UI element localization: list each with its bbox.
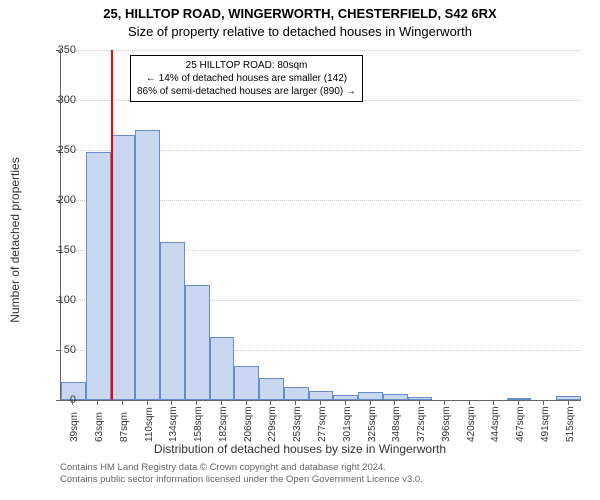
y-tick-label: 150 — [46, 244, 76, 256]
chart-subtitle: Size of property relative to detached ho… — [0, 24, 600, 39]
y-tick-label: 350 — [46, 44, 76, 56]
x-tick-label: 229sqm — [267, 406, 278, 442]
x-tick-mark — [518, 400, 519, 405]
annotation-line2: ← 14% of detached houses are smaller (14… — [137, 72, 356, 85]
footer-line1: Contains HM Land Registry data © Crown c… — [60, 462, 423, 474]
histogram-bar — [135, 130, 160, 400]
x-tick-mark — [171, 400, 172, 405]
x-tick-label: 348sqm — [391, 406, 402, 442]
x-tick-mark — [270, 400, 271, 405]
x-tick-label: 87sqm — [119, 412, 130, 442]
histogram-bar — [284, 387, 309, 400]
x-tick-mark — [469, 400, 470, 405]
histogram-bar — [185, 285, 210, 400]
footer-line2: Contains public sector information licen… — [60, 474, 423, 486]
x-tick-label: 396sqm — [441, 406, 452, 442]
histogram-bar — [234, 366, 259, 400]
x-tick-mark — [122, 400, 123, 405]
x-tick-mark — [568, 400, 569, 405]
x-tick-label: 134sqm — [168, 406, 179, 442]
histogram-bar — [309, 391, 334, 400]
x-tick-label: 467sqm — [515, 406, 526, 442]
x-tick-label: 110sqm — [144, 407, 155, 442]
x-tick-label: 372sqm — [416, 406, 427, 442]
y-tick-label: 50 — [46, 344, 76, 356]
annotation-line1: 25 HILLTOP ROAD: 80sqm — [137, 59, 356, 72]
x-tick-label: 301sqm — [342, 406, 353, 442]
x-tick-mark — [419, 400, 420, 405]
x-tick-mark — [97, 400, 98, 405]
plot-area — [60, 50, 581, 401]
histogram-bar — [160, 242, 185, 400]
x-tick-mark — [543, 400, 544, 405]
x-tick-mark — [246, 400, 247, 405]
x-tick-label: 444sqm — [490, 406, 501, 442]
y-tick-label: 200 — [46, 194, 76, 206]
x-tick-label: 420sqm — [466, 406, 477, 442]
x-tick-mark — [147, 400, 148, 405]
x-tick-mark — [221, 400, 222, 405]
x-tick-label: 182sqm — [218, 406, 229, 442]
x-tick-mark — [444, 400, 445, 405]
x-tick-label: 206sqm — [243, 406, 254, 442]
x-tick-label: 277sqm — [317, 406, 328, 442]
histogram-bar — [111, 135, 136, 400]
histogram-bar — [86, 152, 111, 400]
x-tick-label: 39sqm — [69, 412, 80, 442]
footer-attribution: Contains HM Land Registry data © Crown c… — [60, 462, 423, 487]
property-marker-line — [111, 50, 113, 400]
x-tick-label: 63sqm — [94, 412, 105, 442]
y-tick-label: 250 — [46, 144, 76, 156]
x-axis-label: Distribution of detached houses by size … — [0, 442, 600, 456]
x-tick-label: 158sqm — [193, 406, 204, 442]
histogram-bar — [358, 392, 383, 400]
annotation-box: 25 HILLTOP ROAD: 80sqm← 14% of detached … — [130, 55, 363, 102]
x-tick-mark — [72, 400, 73, 405]
x-tick-mark — [394, 400, 395, 405]
x-tick-label: 325sqm — [367, 406, 378, 442]
x-tick-mark — [196, 400, 197, 405]
grid-line — [61, 50, 581, 51]
x-tick-mark — [320, 400, 321, 405]
annotation-line3: 86% of semi-detached houses are larger (… — [137, 85, 356, 98]
y-tick-label: 100 — [46, 294, 76, 306]
y-axis-label: Number of detached properties — [8, 157, 22, 322]
x-tick-label: 515sqm — [565, 406, 576, 442]
x-tick-mark — [345, 400, 346, 405]
histogram-bar — [333, 395, 358, 400]
chart-title-address: 25, HILLTOP ROAD, WINGERWORTH, CHESTERFI… — [0, 6, 600, 21]
y-tick-label: 300 — [46, 94, 76, 106]
x-tick-mark — [493, 400, 494, 405]
histogram-bar — [210, 337, 235, 400]
x-tick-label: 491sqm — [540, 406, 551, 442]
x-tick-label: 253sqm — [292, 406, 303, 442]
histogram-bar — [556, 396, 581, 400]
x-tick-mark — [295, 400, 296, 405]
x-tick-mark — [370, 400, 371, 405]
histogram-bar — [259, 378, 284, 400]
